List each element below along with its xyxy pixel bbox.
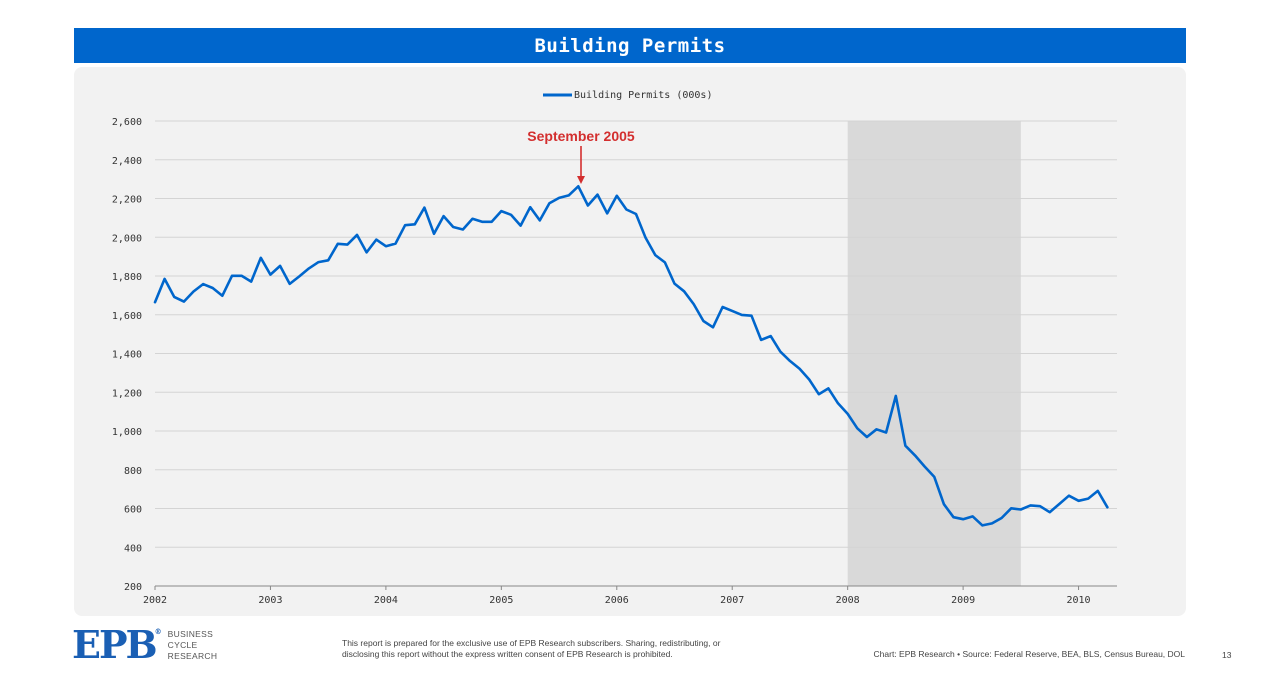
y-tick-label: 2,400 <box>112 156 142 167</box>
legend-label: Building Permits (000s) <box>574 90 712 101</box>
y-tick-label: 2,600 <box>112 117 142 128</box>
logo-mark: EPB ® <box>72 622 162 667</box>
x-tick-label: 2002 <box>143 595 167 606</box>
epb-logo: EPB ® BUSINESS CYCLE RESEARCH <box>72 626 217 664</box>
y-tick-label: 1,400 <box>112 350 142 361</box>
y-tick-label: 1,600 <box>112 311 142 322</box>
x-tick-label: 2005 <box>489 595 513 606</box>
y-tick-label: 1,200 <box>112 388 142 399</box>
y-tick-label: 400 <box>124 543 142 554</box>
y-tick-label: 1,000 <box>112 427 142 438</box>
y-tick-label: 1,800 <box>112 272 142 283</box>
y-tick-label: 800 <box>124 466 142 477</box>
x-tick-label: 2007 <box>720 595 744 606</box>
x-tick-label: 2006 <box>605 595 629 606</box>
chart-title: Building Permits <box>534 34 726 57</box>
source-note: Chart: EPB Research • Source: Federal Re… <box>873 649 1185 659</box>
line-chart: 200 400 600 800 1,000 1,200 1,400 1,600 1,800 2,0… <box>112 90 1117 606</box>
x-tick-label: 2010 <box>1067 595 1091 606</box>
page-number: 13 <box>1222 650 1232 660</box>
y-tick-label: 600 <box>124 505 142 516</box>
y-tick-label: 200 <box>124 582 142 593</box>
x-tick-label: 2004 <box>374 595 398 606</box>
chart-panel: 200 400 600 800 1,000 1,200 1,400 1,600 1,800 2,0… <box>74 67 1186 616</box>
series-line-building-permits <box>153 185 1109 527</box>
chart-title-bar: Building Permits <box>74 28 1186 63</box>
y-tick-label: 2,200 <box>112 195 142 206</box>
x-tick-label: 2003 <box>258 595 282 606</box>
disclaimer: This report is prepared for the exclusiv… <box>342 638 721 659</box>
logo-text: BUSINESS CYCLE RESEARCH <box>167 628 218 661</box>
y-tick-label: 2,000 <box>112 233 142 244</box>
annotation-arrow-head <box>577 176 585 184</box>
x-tick-label: 2009 <box>951 595 975 606</box>
annotation-label: September 2005 <box>527 128 635 144</box>
x-tick-label: 2008 <box>836 595 860 606</box>
